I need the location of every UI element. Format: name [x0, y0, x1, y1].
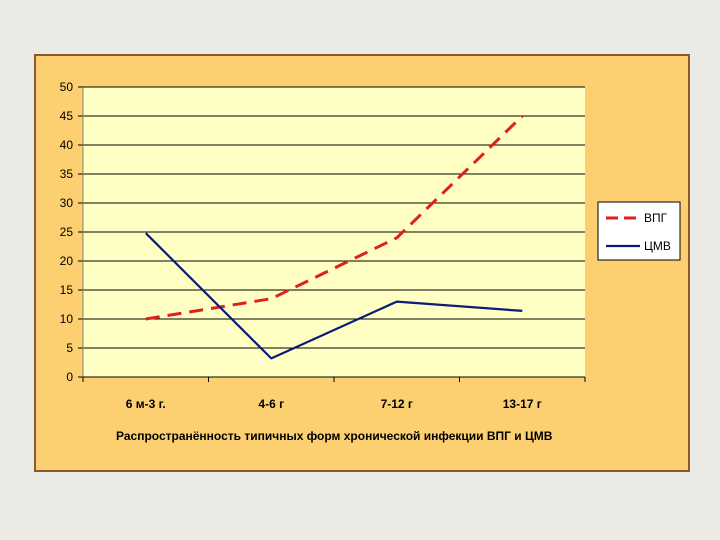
- y-tick-label: 30: [60, 196, 74, 210]
- line-chart: 0 5 10 15 20 25 30 35 40 45 50 6 м-3 г. 4-6 г 7-12 г…: [60, 80, 681, 443]
- y-axis-tick-labels: 0 5 10 15 20 25 30 35 40 45 50: [60, 80, 74, 384]
- y-tick-label: 20: [60, 254, 74, 268]
- y-tick-label: 40: [60, 138, 74, 152]
- legend: ВПГ ЦМВ: [597, 201, 681, 261]
- chart-frame: 0 5 10 15 20 25 30 35 40 45 50 6 м-3 г. 4-6 г 7-12 г…: [34, 54, 690, 472]
- x-axis-label: Распространённость типичных форм хрониче…: [116, 429, 553, 443]
- x-tick-label: 7-12 г: [381, 397, 413, 411]
- axes: [82, 87, 586, 382]
- y-tick-label: 5: [66, 341, 73, 355]
- legend-entry: ВПГ: [644, 211, 668, 225]
- y-tick-label: 15: [60, 283, 74, 297]
- y-tick-label: 10: [60, 312, 74, 326]
- series-line: [145, 114, 524, 321]
- x-axis-tick-labels: 6 м-3 г. 4-6 г 7-12 г 13-17 г: [126, 397, 542, 411]
- x-tick-label: 13-17 г: [503, 397, 542, 411]
- series-line: [145, 232, 523, 360]
- y-tick-label: 35: [60, 167, 74, 181]
- y-tick-label: 25: [60, 225, 74, 239]
- x-tick-label: 4-6 г: [258, 397, 284, 411]
- y-tick-label: 45: [60, 109, 74, 123]
- series-layer: [145, 114, 524, 360]
- grid-lines: [78, 86, 585, 378]
- legend-entry: ЦМВ: [644, 239, 671, 253]
- x-tick-label: 6 м-3 г.: [126, 397, 166, 411]
- y-tick-label: 0: [66, 370, 73, 384]
- y-tick-label: 50: [60, 80, 74, 94]
- legend-box: [597, 201, 681, 261]
